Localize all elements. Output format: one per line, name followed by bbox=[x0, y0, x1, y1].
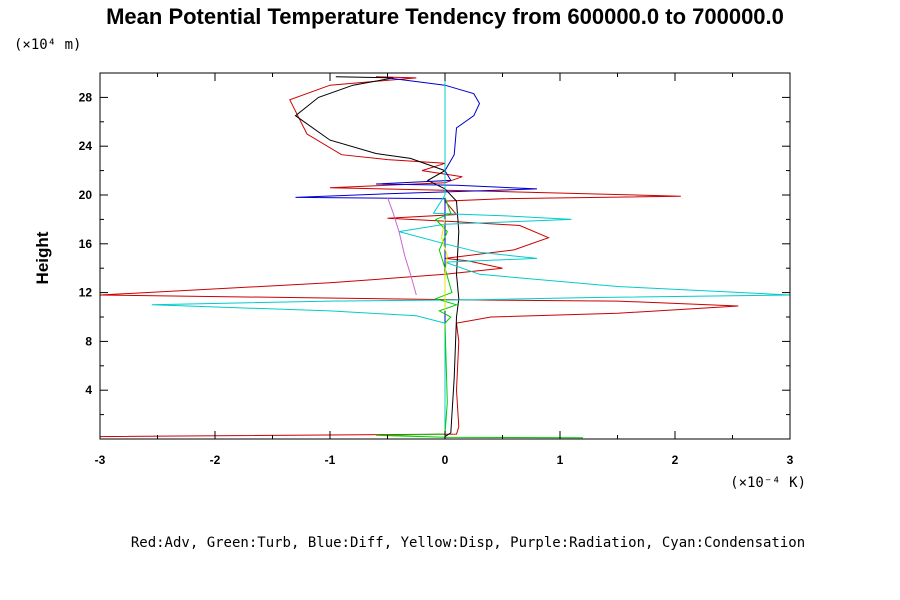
y-axis-label: Height bbox=[33, 231, 52, 284]
x-tick-label: 1 bbox=[557, 453, 564, 467]
x-tick-label: 0 bbox=[442, 453, 449, 467]
y-tick-label: 8 bbox=[85, 334, 92, 348]
series-line-0 bbox=[99, 76, 739, 438]
series-line-6 bbox=[441, 219, 448, 311]
x-tick-label: -3 bbox=[95, 453, 106, 467]
y-unit-label: (×10⁴ m) bbox=[14, 37, 81, 53]
y-tick-label: 28 bbox=[79, 90, 93, 104]
x-tick-label: 3 bbox=[787, 453, 794, 467]
y-tick-label: 12 bbox=[79, 286, 93, 300]
series-line-3 bbox=[151, 76, 791, 436]
y-tick-label: 16 bbox=[79, 237, 93, 251]
x-tick-label: 2 bbox=[672, 453, 679, 467]
y-tick-label: 20 bbox=[79, 188, 93, 202]
y-tick-label: 4 bbox=[85, 383, 92, 397]
x-tick-label: -2 bbox=[210, 453, 221, 467]
series-layer bbox=[99, 76, 791, 439]
x-tick-label: -1 bbox=[325, 453, 336, 467]
series-line-1 bbox=[294, 76, 460, 438]
x-unit-label: (×10⁻⁴ K) bbox=[730, 475, 806, 491]
y-tick-label: 24 bbox=[79, 139, 93, 153]
series-line-4 bbox=[387, 197, 417, 296]
series-line-2 bbox=[295, 77, 538, 436]
chart-title: Mean Potential Temperature Tendency from… bbox=[106, 4, 784, 29]
legend-text: Red:Adv, Green:Turb, Blue:Diff, Yellow:D… bbox=[131, 535, 805, 551]
